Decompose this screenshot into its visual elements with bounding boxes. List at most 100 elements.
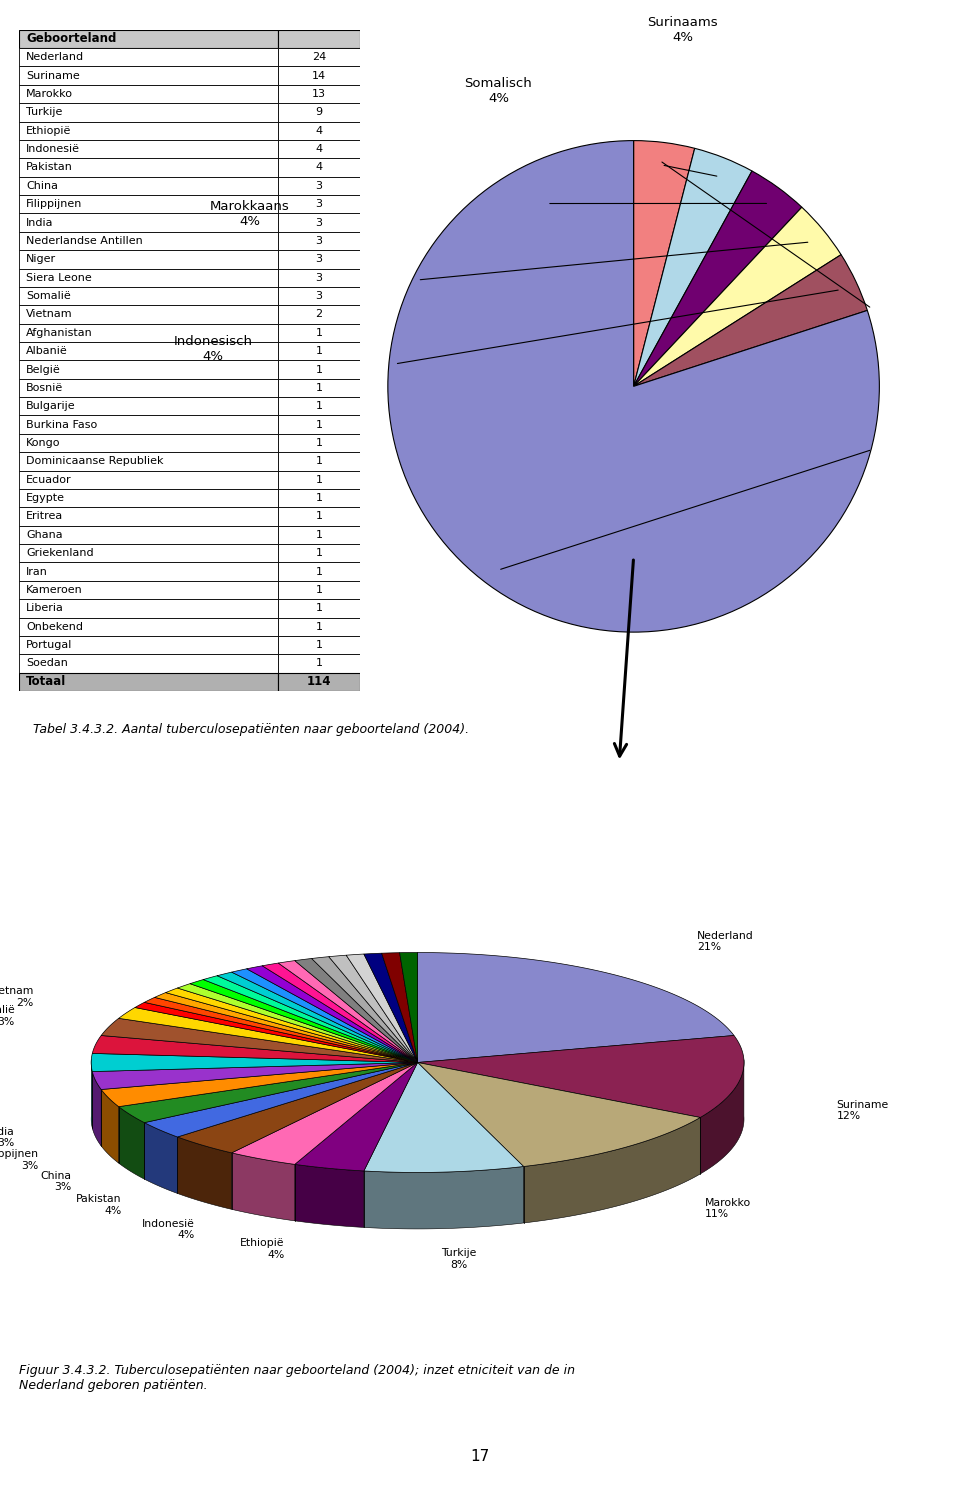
Text: Filippijnen
3%: Filippijnen 3% [0, 1149, 38, 1171]
Text: Filippijnen: Filippijnen [26, 199, 83, 210]
Text: Suriname
12%: Suriname 12% [836, 1100, 889, 1120]
Bar [19, 599, 278, 618]
Text: Somalië
3%: Somalië 3% [0, 1005, 14, 1027]
Text: Somalisch
4%: Somalisch 4% [465, 77, 532, 106]
Text: Totaal: Totaal [26, 675, 66, 688]
Text: Nederland
21%: Nederland 21% [697, 930, 754, 953]
Text: Marokko
11%: Marokko 11% [706, 1198, 752, 1219]
Polygon shape [399, 953, 418, 1062]
Text: Bosnië: Bosnië [26, 383, 63, 392]
Bar [19, 581, 278, 599]
Text: Pakistan: Pakistan [26, 162, 73, 172]
Bar [278, 379, 360, 397]
Text: Indonesisch
4%: Indonesisch 4% [174, 336, 252, 364]
Bar [278, 85, 360, 103]
Polygon shape [347, 954, 418, 1062]
Bar [19, 618, 278, 636]
Bar [278, 287, 360, 305]
Text: 1: 1 [316, 474, 323, 484]
Polygon shape [278, 960, 418, 1062]
Polygon shape [231, 1153, 295, 1221]
Polygon shape [382, 953, 418, 1062]
Polygon shape [119, 1062, 418, 1122]
Bar [19, 562, 278, 581]
Bar [19, 30, 278, 48]
Polygon shape [262, 963, 418, 1062]
Text: Vietnam: Vietnam [26, 309, 73, 319]
Text: Kameroen: Kameroen [26, 585, 83, 594]
Text: 3: 3 [316, 217, 323, 227]
Text: Portugal: Portugal [26, 640, 72, 649]
Bar [19, 232, 278, 250]
Polygon shape [92, 1062, 418, 1089]
Bar [278, 397, 360, 416]
Text: Iran: Iran [26, 566, 48, 577]
Text: Ghana: Ghana [26, 531, 62, 539]
Bar [19, 159, 278, 177]
Text: Vietnam
2%: Vietnam 2% [0, 987, 34, 1008]
Bar [19, 379, 278, 397]
Text: Afghanistan: Afghanistan [26, 328, 93, 337]
Bar [19, 452, 278, 471]
Text: Geboorteland: Geboorteland [26, 33, 116, 46]
Bar [19, 342, 278, 361]
Bar [278, 452, 360, 471]
Bar [19, 85, 278, 103]
Wedge shape [634, 171, 802, 386]
Bar [19, 397, 278, 416]
Text: Suriname: Suriname [26, 71, 80, 80]
Text: Ecuador: Ecuador [26, 474, 72, 484]
Text: Eritrea: Eritrea [26, 511, 63, 522]
Polygon shape [190, 979, 418, 1062]
Polygon shape [178, 1137, 231, 1210]
Bar [19, 122, 278, 140]
Polygon shape [364, 1167, 523, 1229]
Bar [278, 214, 360, 232]
Text: 1: 1 [316, 438, 323, 447]
Text: 1: 1 [316, 548, 323, 559]
Bar [278, 636, 360, 654]
Text: Albanië: Albanië [26, 346, 68, 357]
Text: 4: 4 [316, 162, 323, 172]
Text: Ethiopië
4%: Ethiopië 4% [240, 1238, 284, 1260]
Text: 1: 1 [316, 456, 323, 467]
Bar [19, 526, 278, 544]
Wedge shape [634, 254, 867, 386]
Text: 3: 3 [316, 254, 323, 265]
Text: 3: 3 [316, 236, 323, 247]
Text: Nederlandse Antillen: Nederlandse Antillen [26, 236, 143, 247]
Polygon shape [231, 969, 418, 1062]
Text: 1: 1 [316, 640, 323, 649]
Polygon shape [204, 976, 418, 1062]
Bar [19, 636, 278, 654]
Polygon shape [178, 984, 418, 1062]
Text: India
3%: India 3% [0, 1126, 14, 1149]
Bar [278, 195, 360, 214]
Text: Marokkaans
4%: Marokkaans 4% [210, 201, 290, 229]
Polygon shape [91, 1054, 418, 1071]
Polygon shape [364, 1062, 523, 1172]
Text: Indonesië: Indonesië [26, 144, 80, 155]
Polygon shape [166, 988, 418, 1062]
Text: China: China [26, 181, 58, 190]
Bar [19, 250, 278, 269]
Polygon shape [295, 958, 418, 1062]
Text: 1: 1 [316, 346, 323, 357]
Text: Marokko: Marokko [26, 89, 73, 100]
Text: België: België [26, 364, 60, 374]
Polygon shape [178, 1062, 418, 1153]
Polygon shape [295, 1165, 364, 1227]
Text: 3: 3 [316, 199, 323, 210]
Bar [278, 159, 360, 177]
Polygon shape [418, 1062, 700, 1167]
Bar [278, 489, 360, 507]
Bar [19, 324, 278, 342]
Bar [278, 305, 360, 324]
Bar [278, 673, 360, 691]
Text: Turkije
8%: Turkije 8% [442, 1248, 477, 1271]
Text: Indonesië
4%: Indonesië 4% [142, 1219, 195, 1241]
Polygon shape [700, 1060, 744, 1174]
Text: Niger: Niger [26, 254, 56, 265]
Bar [278, 654, 360, 673]
Bar [19, 416, 278, 434]
